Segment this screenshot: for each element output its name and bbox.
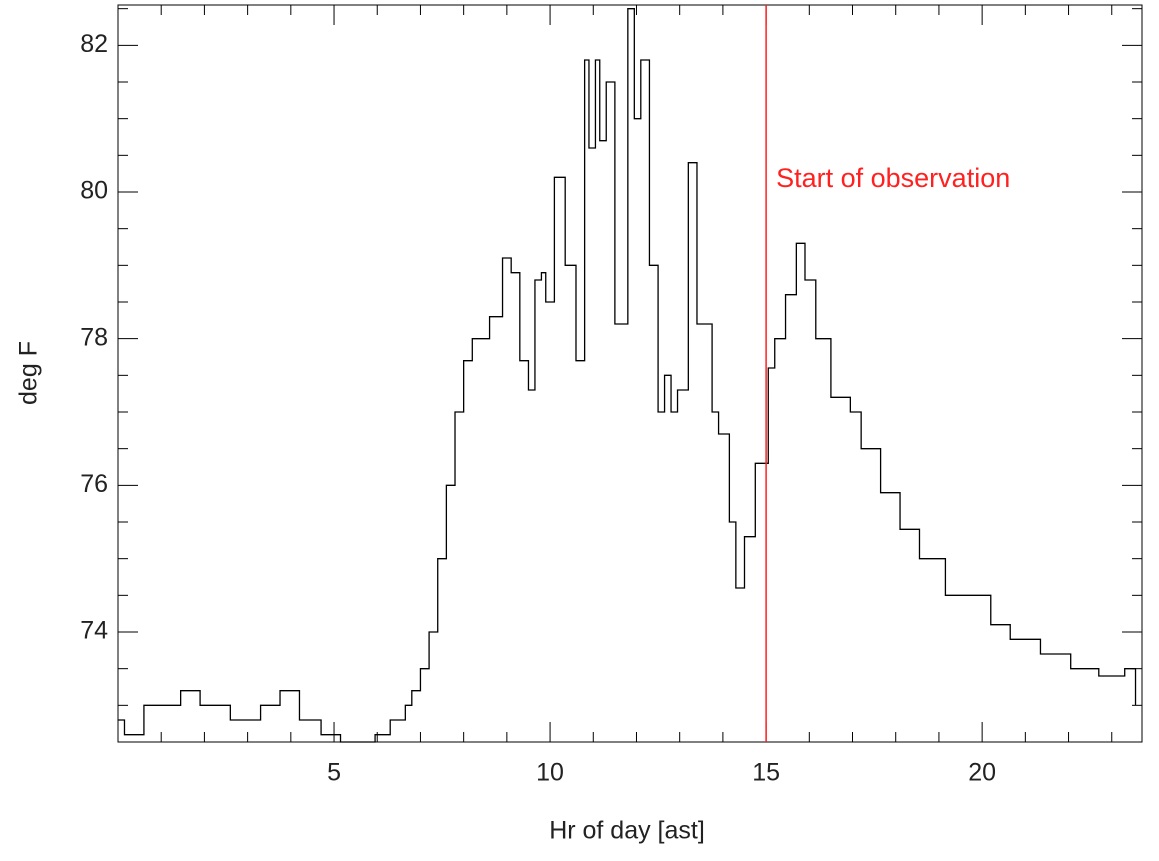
data-line xyxy=(118,8,1137,743)
x-tick-label: 20 xyxy=(968,759,996,787)
annotation: Start of observation xyxy=(776,163,1010,193)
y-tick-label: 78 xyxy=(80,323,108,351)
plot-frame xyxy=(117,4,1143,743)
x-tick-label: 5 xyxy=(327,759,341,787)
y-tick-label: 76 xyxy=(80,470,108,498)
x-tick-label: 15 xyxy=(752,759,780,787)
y-axis-label: deg F xyxy=(15,341,43,405)
x-axis-label: Hr of day [ast] xyxy=(549,817,705,845)
y-tick-label: 74 xyxy=(80,617,108,645)
y-tick-label: 80 xyxy=(80,177,108,205)
y-tick-label: 82 xyxy=(80,30,108,58)
x-tick-label: 10 xyxy=(536,759,564,787)
